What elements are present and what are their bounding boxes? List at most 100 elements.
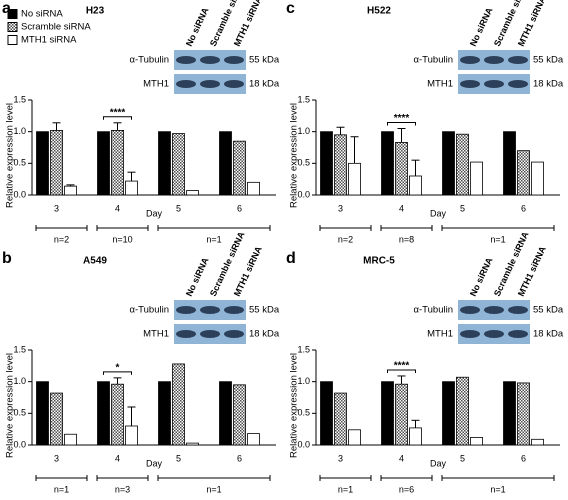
x-tick-label: 6 (237, 203, 242, 213)
blot-band (200, 80, 220, 88)
n-bracket (441, 225, 555, 231)
n-bracket (441, 475, 555, 481)
bar (395, 142, 408, 196)
blot-band (484, 306, 504, 314)
panel-title: MRC-5 (363, 256, 395, 267)
blot-band (176, 80, 196, 88)
y-axis-label: Relative expression level (5, 353, 16, 458)
blot-band (460, 56, 480, 64)
x-tick-label: 5 (176, 453, 181, 463)
x-tick-label: 5 (176, 203, 181, 213)
bar (219, 381, 232, 446)
n-bracket (319, 225, 372, 231)
bar (125, 425, 138, 446)
n-label: n=1 (206, 234, 221, 244)
y-tick-label: 1.5 (13, 344, 26, 354)
blot-band (508, 80, 528, 88)
bar (470, 436, 483, 446)
bar (334, 134, 347, 196)
error-bar (113, 377, 122, 385)
n-label: n=3 (115, 484, 130, 494)
x-tick-label: 6 (237, 453, 242, 463)
legend-swatch (7, 9, 18, 19)
n-label: n=2 (54, 234, 69, 244)
blot-band (224, 80, 244, 88)
y-tick-label: 1.0 (13, 376, 26, 386)
y-tick-label: 0.5 (13, 408, 26, 418)
n-label: n=1 (54, 484, 69, 494)
blot-band (508, 330, 528, 338)
lane-label: No siRNA (184, 6, 211, 48)
n-bracket (380, 475, 433, 481)
bar (247, 433, 260, 446)
x-tick-label: 4 (115, 453, 120, 463)
bar (172, 133, 185, 196)
band-name: MTH1 (143, 329, 169, 340)
bar (158, 381, 171, 446)
y-tick-label: 0.5 (13, 158, 26, 168)
n-bracket (157, 475, 271, 481)
bar (348, 429, 361, 446)
panel-letter: a (2, 0, 11, 17)
error-bar (411, 419, 420, 428)
y-tick-label: 0.0 (13, 439, 26, 449)
bar (395, 383, 408, 446)
x-tick-label: 4 (115, 203, 120, 213)
x-tick-label: 4 (399, 203, 404, 213)
bar (334, 392, 347, 446)
y-tick-label: 1.5 (13, 94, 26, 104)
band-size: 55 kDa (533, 55, 564, 66)
bar (36, 381, 49, 446)
lane-label: No siRNA (468, 256, 495, 298)
x-tick-label: 3 (54, 203, 59, 213)
bar (97, 381, 110, 446)
n-bracket (96, 225, 149, 231)
y-axis-label: Relative expression level (289, 103, 300, 208)
legend-label: No siRNA (21, 9, 63, 20)
bar (111, 129, 124, 196)
n-label: n=8 (399, 234, 414, 244)
band-name: α-Tubulin (130, 305, 169, 316)
bar (517, 150, 530, 196)
blot-band (460, 80, 480, 88)
error-bar (411, 159, 420, 176)
bar (503, 131, 516, 196)
bar (111, 383, 124, 446)
significance-bracket (103, 116, 132, 120)
bar (531, 438, 544, 446)
legend-swatch (7, 22, 18, 32)
blot-band (508, 306, 528, 314)
bar (470, 161, 483, 196)
band-size: 18 kDa (249, 79, 280, 90)
significance-label: **** (394, 361, 410, 372)
bar (348, 162, 361, 196)
x-tick-label: 6 (521, 453, 526, 463)
blot-band (508, 56, 528, 64)
bar (36, 131, 49, 196)
y-tick-label: 0.0 (13, 189, 26, 199)
y-tick-label: 0.0 (297, 439, 310, 449)
x-axis-label: Day (146, 208, 163, 218)
bar (442, 381, 455, 446)
bar (409, 427, 422, 446)
n-bracket (35, 225, 88, 231)
bar (233, 140, 246, 196)
bar (186, 442, 199, 446)
n-bracket (319, 475, 372, 481)
bar (320, 131, 333, 196)
band-size: 18 kDa (533, 329, 564, 340)
bar (531, 161, 544, 196)
panel-letter: b (2, 250, 12, 267)
panel-title: H23 (86, 6, 105, 17)
bar (409, 175, 422, 196)
blot-band (484, 56, 504, 64)
x-axis-label: Day (430, 458, 447, 468)
error-bar (397, 128, 406, 143)
y-tick-label: 1.5 (297, 94, 310, 104)
x-tick-label: 3 (338, 203, 343, 213)
bar (64, 433, 77, 446)
